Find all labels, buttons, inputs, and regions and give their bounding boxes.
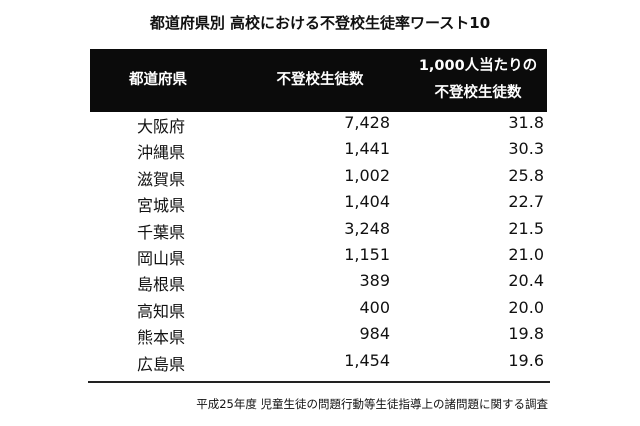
cell-per1000: 25.8 [508, 165, 544, 185]
table-row: 広島県 1,454 19.6 [90, 348, 547, 374]
table-row: 高知県 400 20.0 [90, 295, 547, 321]
cell-prefecture: 宮城県 [137, 196, 186, 216]
cell-count: 7,428 [344, 113, 390, 132]
cell-count: 984 [359, 324, 390, 344]
cell-per1000: 19.6 [508, 350, 544, 370]
header-count: 不登校生徒数 [276, 72, 364, 88]
table-row: 千葉県 3,248 21.5 [90, 216, 547, 242]
cell-count: 400 [359, 297, 390, 317]
cell-count: 1,404 [344, 192, 390, 212]
table-row: 岡山県 1,151 21.0 [90, 242, 547, 268]
table-row: 滋賀県 1,002 25.8 [90, 163, 547, 189]
table-row: 熊本県 984 19.8 [90, 321, 547, 347]
table-header: 都道府県 不登校生徒数 1,000人当たりの 不登校生徒数 [90, 49, 547, 112]
cell-per1000: 19.8 [508, 324, 544, 344]
cell-per1000: 31.8 [508, 113, 544, 132]
cell-prefecture: 千葉県 [137, 222, 186, 242]
table-body: 大阪府 7,428 31.8 沖縄県 1,441 30.3 滋賀県 1,002 … [90, 110, 547, 374]
cell-per1000: 22.7 [508, 192, 544, 212]
header-per1000: 1,000人当たりの 不登校生徒数 [408, 53, 548, 107]
cell-count: 1,151 [344, 244, 390, 264]
cell-count: 1,441 [344, 139, 390, 159]
table-row: 島根県 389 20.4 [90, 268, 547, 294]
table-bottom-rule [88, 381, 550, 383]
cell-prefecture: 熊本県 [137, 328, 186, 348]
cell-prefecture: 広島県 [137, 354, 186, 374]
cell-prefecture: 高知県 [137, 301, 186, 321]
cell-prefecture: 島根県 [137, 275, 186, 295]
source-note: 平成25年度 児童生徒の問題行動等生徒指導上の諸問題に関する調査 [196, 397, 548, 411]
cell-prefecture: 沖縄県 [137, 143, 186, 163]
table-row: 沖縄県 1,441 30.3 [90, 136, 547, 162]
cell-count: 1,002 [344, 165, 390, 185]
cell-per1000: 21.0 [508, 244, 544, 264]
cell-per1000: 21.5 [508, 218, 544, 238]
cell-prefecture: 岡山県 [137, 248, 186, 268]
cell-count: 3,248 [344, 218, 390, 238]
cell-per1000: 30.3 [508, 139, 544, 159]
header-per1000-line2: 不登校生徒数 [434, 85, 522, 101]
cell-count: 1,454 [344, 350, 390, 370]
cell-prefecture: 滋賀県 [137, 169, 186, 189]
cell-per1000: 20.0 [508, 297, 544, 317]
cell-per1000: 20.4 [508, 271, 544, 291]
table-row: 大阪府 7,428 31.8 [90, 110, 547, 136]
cell-prefecture: 大阪府 [137, 117, 186, 136]
table-row: 宮城県 1,404 22.7 [90, 189, 547, 215]
chart-title: 都道府県別 高校における不登校生徒率ワースト10 [149, 14, 491, 32]
cell-count: 389 [359, 271, 390, 291]
header-per1000-line1: 1,000人当たりの [418, 58, 538, 74]
header-prefecture: 都道府県 [129, 72, 187, 88]
